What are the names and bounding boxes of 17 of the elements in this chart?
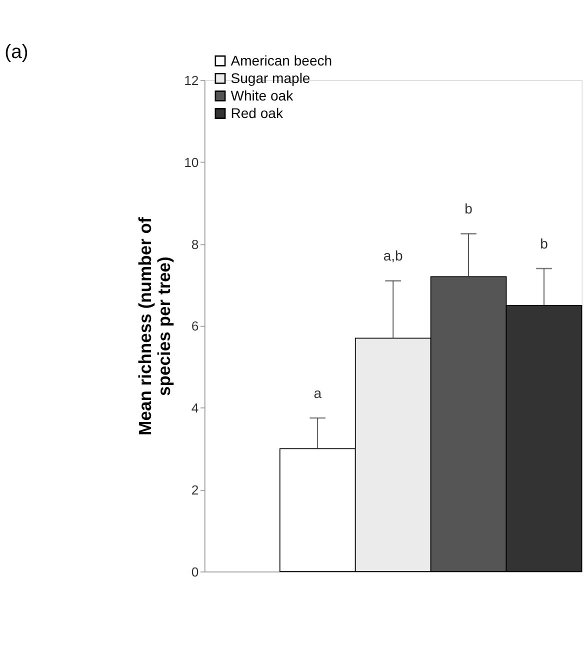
y-tick-label: 8 — [191, 236, 199, 252]
legend-label: Red oak — [230, 104, 284, 121]
annotation: a — [314, 384, 322, 401]
y-axis-title: Mean richness (number of species per tree) — [134, 217, 174, 436]
y-tick-label: 2 — [191, 482, 199, 498]
legend-label: White oak — [230, 87, 294, 104]
text: (a) — [4, 42, 28, 64]
legend-label: Sugar maple — [230, 70, 310, 86]
annotation: a,b — [383, 248, 404, 264]
y-tick-label: 6 — [191, 318, 199, 334]
annotation: b — [540, 235, 548, 252]
annotation: b — [464, 200, 473, 217]
legend-label: American beech — [230, 52, 332, 68]
y-tick-label: 4 — [191, 400, 199, 416]
y-tick-label: 0 — [191, 564, 199, 580]
y-tick-label: 10 — [184, 154, 199, 170]
y-tick-label: 12 — [184, 73, 199, 88]
